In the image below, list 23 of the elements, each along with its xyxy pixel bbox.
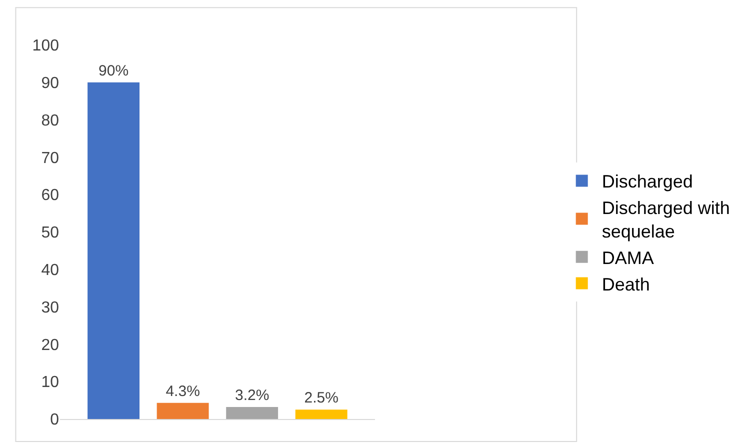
y-tick-label: 10 (41, 374, 60, 392)
data-label: 3.2% (234, 387, 270, 404)
y-tick-label: 50 (41, 224, 60, 242)
data-label: 2.5% (304, 390, 338, 407)
data-label: 90% (98, 62, 129, 80)
legend-label: DAMA (602, 248, 654, 268)
bar (156, 402, 209, 419)
legend-label: Death (602, 274, 650, 294)
legend-label: Discharged (602, 172, 693, 192)
y-tick-label: 100 (32, 38, 60, 55)
y-tick-label: 40 (41, 262, 60, 279)
data-label: 4.3% (166, 382, 200, 400)
y-tick-label: 70 (41, 150, 60, 167)
y-tick-label: 20 (41, 336, 60, 354)
bar (226, 407, 278, 419)
y-tick-label: 80 (41, 112, 60, 130)
y-tick-label: 60 (41, 187, 60, 204)
y-tick-label: 30 (41, 299, 60, 316)
y-tick-label: 90 (41, 75, 60, 92)
legend-label: Discharged with sequelae (602, 198, 730, 242)
y-tick-label: 0 (50, 412, 60, 429)
bar (88, 82, 140, 419)
bar (295, 410, 348, 419)
